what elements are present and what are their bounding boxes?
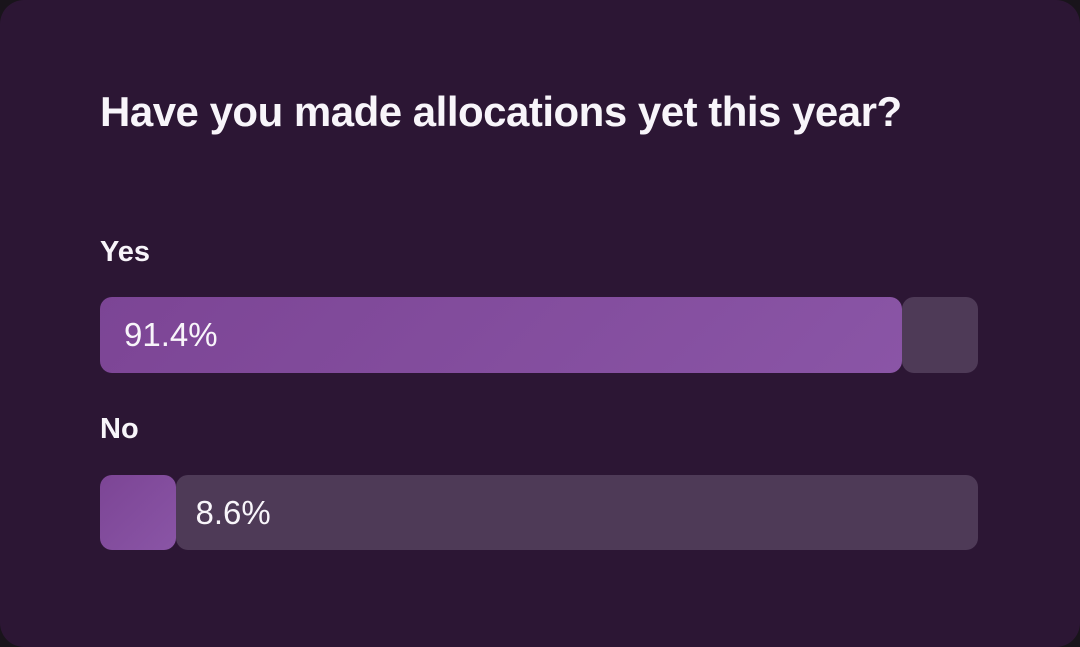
bar-row: 91.4%	[100, 297, 978, 374]
poll-option-yes: Yes 91.4%	[100, 235, 978, 374]
bar-row: 8.6%	[100, 475, 978, 551]
poll-title: Have you made allocations yet this year?	[100, 88, 902, 135]
bar-track	[902, 297, 978, 374]
bar-fill	[100, 475, 176, 551]
option-label: Yes	[100, 235, 150, 268]
bar-track	[175, 475, 978, 551]
poll-option-no: No 8.6%	[100, 412, 978, 551]
option-label: No	[100, 413, 139, 446]
bar-fill	[100, 297, 903, 374]
